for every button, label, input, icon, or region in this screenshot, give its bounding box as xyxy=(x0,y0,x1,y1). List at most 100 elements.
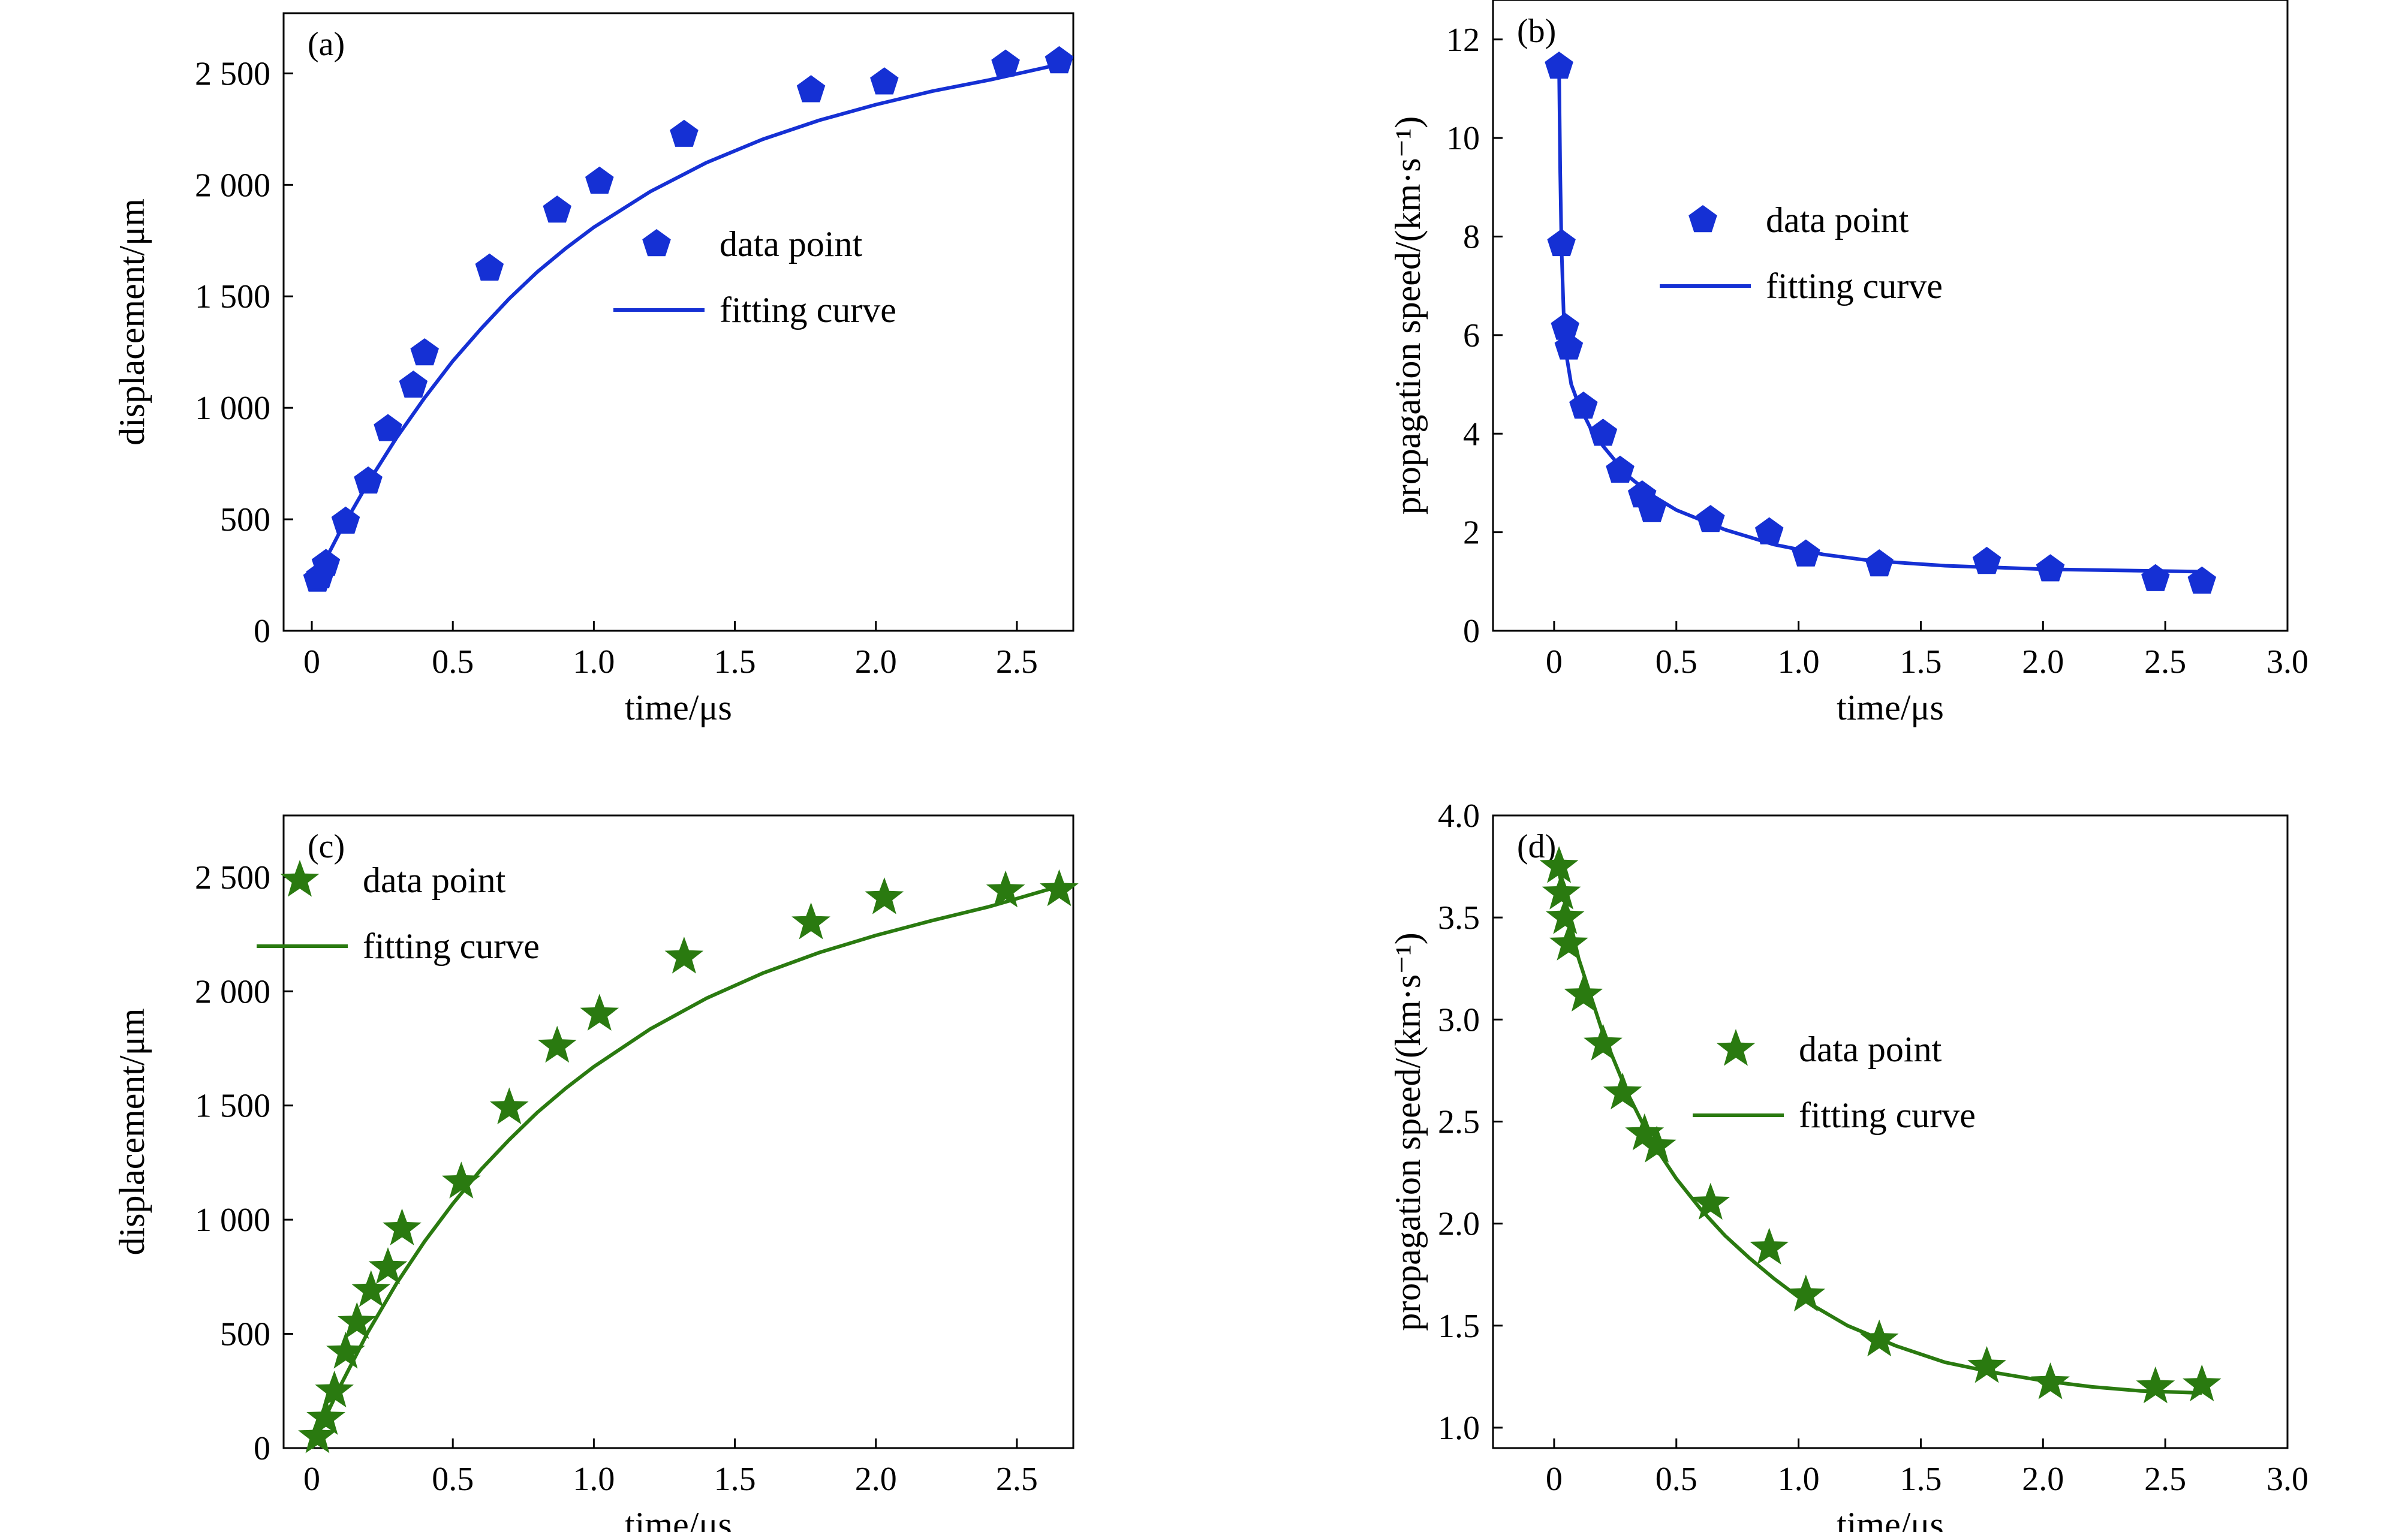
x-tick-label: 1.5 xyxy=(1900,643,1942,681)
fitting-curve xyxy=(310,884,1060,1449)
y-tick-label: 2.0 xyxy=(1438,1206,1480,1243)
y-tick-label: 500 xyxy=(220,1316,270,1353)
legend-label-fitting-curve: fitting curve xyxy=(1766,266,1943,306)
x-axis-title: time/μs xyxy=(625,1505,732,1532)
data-point-marker xyxy=(354,466,383,494)
y-tick-label: 1 500 xyxy=(195,1088,270,1125)
x-tick-label: 0.5 xyxy=(1656,643,1697,681)
data-point-marker xyxy=(2183,1364,2222,1401)
x-tick-label: 1.0 xyxy=(573,1461,615,1498)
data-point-marker xyxy=(326,1332,365,1369)
y-axis-title: displacement/μm xyxy=(112,1008,152,1255)
x-tick-label: 2.5 xyxy=(996,1461,1038,1498)
data-point-marker xyxy=(865,877,904,914)
data-point-marker xyxy=(410,338,439,366)
data-point-marker xyxy=(298,1416,337,1453)
y-tick-label: 3.5 xyxy=(1438,899,1480,937)
data-point-marker xyxy=(2141,564,2170,591)
data-point-marker xyxy=(791,902,830,940)
data-point-marker xyxy=(1551,312,1579,340)
data-point-marker xyxy=(1603,1072,1642,1110)
data-point-marker xyxy=(1549,923,1588,961)
data-point-marker xyxy=(315,1370,354,1408)
data-point-marker xyxy=(1045,46,1074,74)
x-axis-title: time/μs xyxy=(1837,688,1944,727)
y-tick-label: 0 xyxy=(1463,613,1480,650)
x-tick-label: 1.0 xyxy=(1778,643,1820,681)
y-tick-label: 1 500 xyxy=(195,278,270,315)
y-axis-title: propagation speed/(km·s⁻¹) xyxy=(1388,116,1428,514)
y-tick-label: 500 xyxy=(220,501,270,538)
legend-marker-data-point xyxy=(280,860,320,897)
data-point-marker xyxy=(399,371,428,398)
x-tick-label: 1.0 xyxy=(573,643,615,681)
legend-marker-data-point xyxy=(642,229,671,257)
plot-frame xyxy=(282,12,1074,632)
y-tick-label: 0 xyxy=(254,613,270,650)
data-point-marker xyxy=(1786,1274,1826,1312)
y-tick-label: 2.5 xyxy=(1438,1103,1480,1140)
x-tick-label: 2.0 xyxy=(2022,1461,2064,1498)
data-point-marker xyxy=(670,119,699,147)
legend-marker-data-point xyxy=(1716,1029,1756,1066)
legend-label-data-point: data point xyxy=(363,860,506,900)
y-tick-label: 10 xyxy=(1446,120,1480,157)
chart-panel-d: 0 0.5 1.0 1.5 2.0 2.5 3.0 1.0 1.5 2.0 2.5 3.0 3.5 4.0… xyxy=(1388,797,2308,1532)
x-tick-label: 0.5 xyxy=(432,1461,474,1498)
data-point-marker xyxy=(580,994,619,1031)
data-point-marker xyxy=(1040,869,1079,907)
data-point-marker xyxy=(796,75,826,103)
data-point-marker xyxy=(331,506,360,534)
data-point-marker xyxy=(1547,228,1576,257)
data-point-marker xyxy=(1625,1113,1664,1151)
x-tick-label: 1.5 xyxy=(1900,1461,1942,1498)
data-point-marker xyxy=(1545,897,1585,934)
data-point-marker xyxy=(1542,872,1581,910)
data-point-marker xyxy=(2136,1366,2175,1404)
plot-frame xyxy=(1492,0,2289,632)
x-tick-label: 0.5 xyxy=(1656,1461,1697,1498)
y-tick-label: 2 xyxy=(1463,514,1480,552)
plot-frame xyxy=(282,814,1074,1449)
data-point-marker xyxy=(1859,1319,1899,1357)
y-tick-label: 6 xyxy=(1463,317,1480,354)
data-point-marker xyxy=(2187,566,2217,594)
y-tick-label: 2 000 xyxy=(195,973,270,1010)
y-tick-label: 1 000 xyxy=(195,390,270,427)
data-point-marker xyxy=(991,49,1020,77)
data-point-marker xyxy=(2031,1362,2070,1399)
x-tick-label: 3.0 xyxy=(2266,643,2308,681)
data-point-marker xyxy=(1584,1024,1623,1061)
x-tick-label: 1.5 xyxy=(714,643,756,681)
data-point-marker xyxy=(1545,52,1573,79)
x-tick-label: 3.0 xyxy=(2266,1461,2308,1498)
x-tick-label: 2.5 xyxy=(996,643,1038,681)
x-tick-label: 1.0 xyxy=(1778,1461,1820,1498)
data-point-marker xyxy=(1967,1346,2006,1383)
data-point-marker xyxy=(1750,1227,1789,1265)
x-tick-label: 0 xyxy=(303,643,320,681)
data-point-marker xyxy=(383,1208,422,1245)
y-tick-label: 4 xyxy=(1463,416,1480,453)
panel-label: (d) xyxy=(1517,828,1556,865)
legend-label-fitting-curve: fitting curve xyxy=(363,926,540,966)
y-tick-label: 2 500 xyxy=(195,859,270,896)
y-axis-title: propagation speed/(km·s⁻¹) xyxy=(1388,932,1428,1331)
data-point-marker xyxy=(368,1247,408,1284)
legend-label-data-point: data point xyxy=(720,224,863,264)
x-tick-label: 2.0 xyxy=(2022,643,2064,681)
data-point-marker xyxy=(543,195,571,223)
data-point-marker xyxy=(1865,549,1894,577)
x-tick-label: 0 xyxy=(1546,643,1563,681)
y-tick-label: 12 xyxy=(1446,22,1480,59)
data-point-marker xyxy=(1754,517,1784,544)
x-tick-label: 2.5 xyxy=(2144,1461,2186,1498)
panel-label: (b) xyxy=(1517,13,1556,50)
data-point-marker xyxy=(870,67,899,95)
y-tick-label: 1 000 xyxy=(195,1202,270,1239)
data-point-marker xyxy=(306,1398,345,1435)
data-point-marker xyxy=(1539,846,1579,883)
legend-label-data-point: data point xyxy=(1799,1030,1942,1069)
data-point-marker xyxy=(1588,419,1618,446)
